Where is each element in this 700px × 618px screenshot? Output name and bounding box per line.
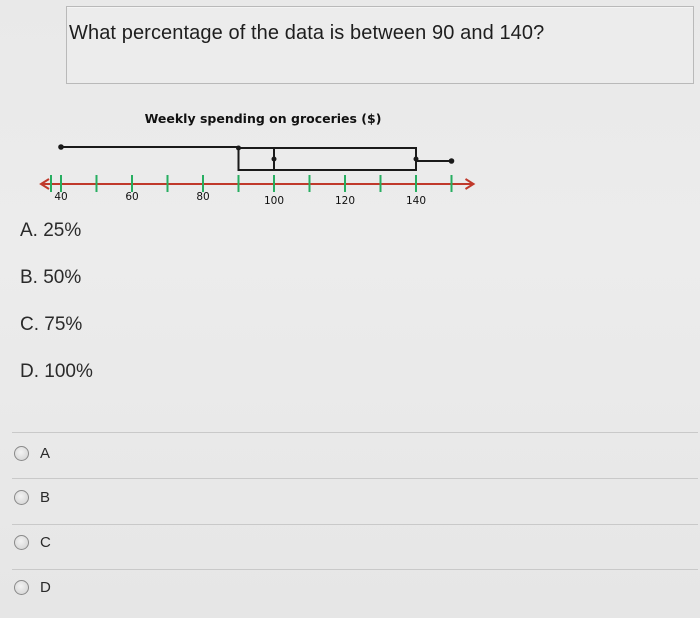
- box-plot-chart: Weekly spending on groceries ($) 40 60 80 1…: [39, 111, 476, 207]
- left-arrow-icon: [39, 178, 50, 190]
- radio-button-b[interactable]: [14, 489, 29, 505]
- choice-d-text: D. 100%: [20, 361, 93, 382]
- radio-button-c[interactable]: [14, 534, 29, 550]
- option-a-label: A: [40, 444, 51, 462]
- min-point: [58, 144, 64, 150]
- option-c-label: C: [40, 533, 51, 551]
- option-b-label: B: [40, 488, 51, 506]
- tick-label: 80: [196, 191, 209, 203]
- iqr-box: [237, 147, 417, 171]
- right-arrow-icon: [464, 178, 476, 190]
- radio-button-d[interactable]: [14, 579, 29, 595]
- separator: [12, 524, 698, 525]
- choice-c-text: C. 75%: [20, 314, 83, 335]
- separator: [12, 432, 698, 433]
- q1-point: [236, 145, 241, 151]
- question-text: What percentage of the data is between 9…: [69, 22, 545, 44]
- tick-label: 40: [54, 191, 67, 203]
- tick-label: 120: [335, 195, 355, 207]
- tick-label: 100: [264, 195, 284, 207]
- option-d[interactable]: D: [14, 574, 51, 600]
- question-box: What percentage of the data is between 9…: [66, 6, 694, 84]
- option-c[interactable]: C: [14, 529, 51, 555]
- choice-a-text: A. 25%: [20, 220, 82, 241]
- option-d-label: D: [40, 578, 51, 596]
- separator: [12, 569, 698, 570]
- choice-b-text: B. 50%: [20, 267, 82, 288]
- option-b[interactable]: B: [14, 484, 50, 510]
- median-point: [271, 156, 277, 162]
- q3-point: [413, 156, 419, 162]
- option-a[interactable]: A: [14, 440, 50, 466]
- tick-label: 60: [125, 191, 138, 203]
- max-point: [448, 158, 455, 164]
- radio-button-a[interactable]: [14, 445, 29, 461]
- chart-title: Weekly spending on groceries ($): [145, 111, 382, 126]
- separator: [12, 478, 698, 479]
- tick-label: 140: [406, 195, 426, 207]
